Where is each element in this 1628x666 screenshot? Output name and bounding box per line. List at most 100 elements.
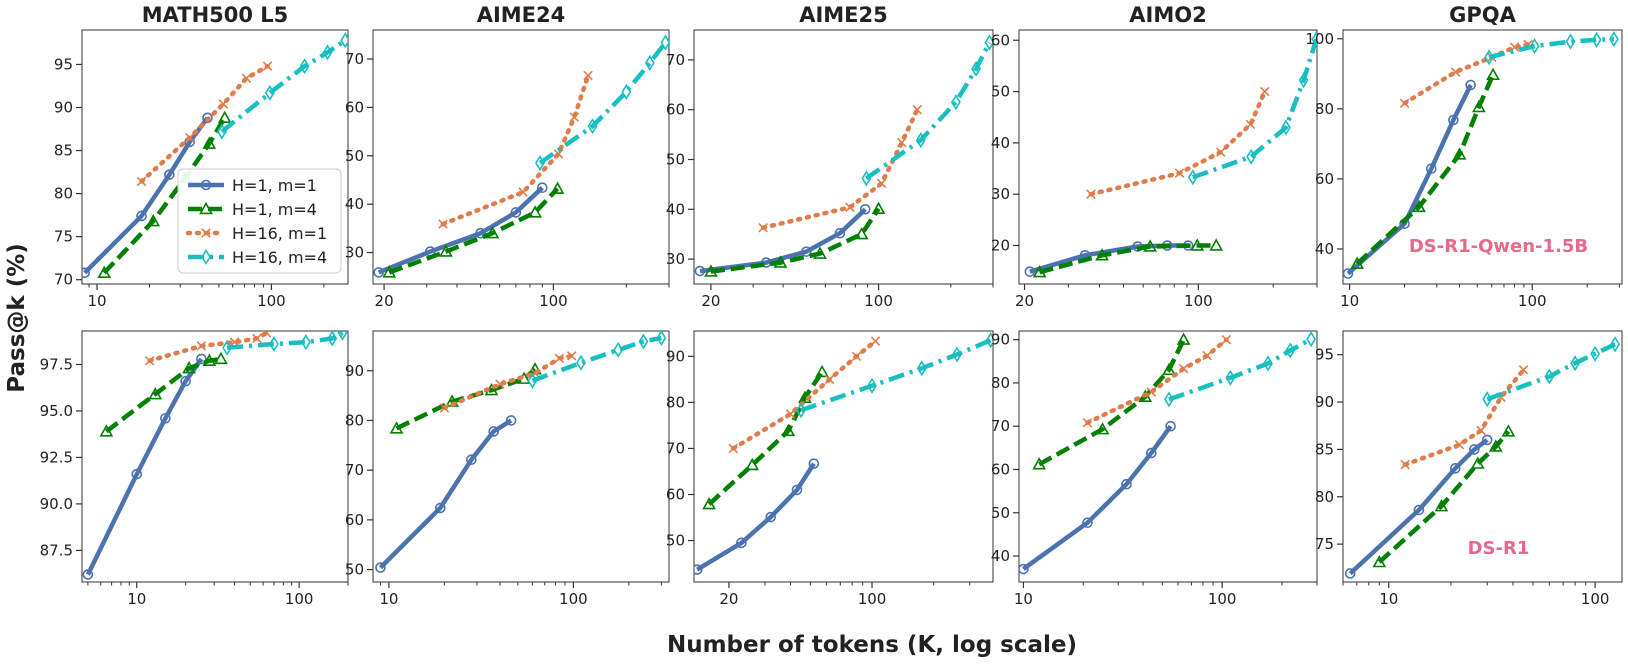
panel-aimo2-top: AIMO2 20 100 20 30 40 50 60 [991, 3, 1318, 310]
series-line-h-1-m-4 [1039, 243, 1217, 275]
data-point-h-1-m-4 [528, 205, 542, 218]
legend-marker-h-16-m-1 [201, 228, 211, 238]
y-tick-label: 40 [1315, 240, 1334, 258]
data-point-h-16-m-1 [851, 351, 862, 362]
data-point-h-16-m-1 [136, 176, 147, 187]
data-point-h-16-m-4 [1565, 33, 1576, 50]
data-point-h-1-m-4 [1176, 332, 1191, 345]
data-point-h-1-m-4 [1095, 248, 1109, 261]
data-point-h-1-m-4 [704, 264, 718, 277]
legend-label: H=16, m=1 [232, 224, 327, 243]
data-point-h-1-m-4 [1372, 554, 1387, 568]
series-h-1-m-1 [373, 182, 548, 278]
data-point-h-1-m-1 [136, 210, 147, 222]
data-point-h-16-m-4 [327, 331, 338, 347]
series-h-16-m-4 [222, 331, 348, 356]
data-point-h-1-m-4 [439, 244, 453, 257]
data-point-h-1-m-1 [475, 227, 486, 239]
y-tick-label: 60 [345, 511, 364, 529]
x-tick-label: 10 [127, 590, 146, 608]
data-point-h-16-m-4 [1164, 391, 1174, 408]
data-point-h-16-m-4 [340, 32, 348, 49]
data-point-h-16-m-4 [613, 341, 624, 358]
data-point-h-1-m-4 [1209, 238, 1224, 251]
x-tick-label: 10 [1340, 292, 1359, 310]
x-tick-label: 100 [257, 292, 286, 310]
data-point-h-1-m-4 [702, 497, 716, 510]
y-tick-label: 50 [345, 147, 364, 165]
series-line-h-1-m-1 [377, 186, 544, 275]
data-point-h-1-m-1 [1343, 268, 1354, 279]
data-point-h-1-m-4 [813, 246, 827, 259]
data-point-h-16-m-1 [252, 333, 262, 344]
data-point-h-1-m-4 [1162, 362, 1176, 376]
series-h-16-m-4 [1187, 31, 1317, 186]
data-point-h-1-m-4 [217, 110, 232, 124]
data-point-h-1-m-1 [1413, 504, 1425, 516]
data-point-h-1-m-1 [859, 203, 871, 215]
legend: H=1, m=1 H=1, m=4 H=16, m=1 H=16, m=4 [177, 168, 342, 274]
y-tick-label: 60 [666, 101, 685, 119]
y-tick-label: 90 [345, 362, 364, 380]
data-point-h-1-m-1 [1024, 266, 1036, 277]
legend-marker-h-1-m-4 [199, 201, 213, 215]
data-point-h-16-m-1 [1399, 98, 1410, 108]
y-tick-label: 95 [54, 55, 73, 73]
data-point-h-1-m-1 [834, 227, 846, 239]
series-line-h-1-m-4 [710, 207, 881, 274]
data-point-h-16-m-4 [1590, 345, 1601, 362]
data-point-h-16-m-4 [950, 94, 961, 111]
series-h-16-m-1 [728, 336, 881, 454]
data-point-h-1-m-1 [1165, 420, 1176, 432]
data-point-h-1-m-4 [214, 351, 228, 365]
data-point-h-1-m-4 [1032, 457, 1047, 470]
series-line-h-16-m-4 [800, 338, 992, 413]
panel-title: GPQA [1449, 3, 1516, 27]
data-point-h-16-m-1 [241, 73, 252, 83]
data-point-h-1-m-4 [745, 457, 760, 471]
series-h-16-m-4 [535, 34, 669, 172]
data-point-h-16-m-4 [656, 331, 667, 346]
data-point-h-16-m-4 [322, 44, 333, 61]
series-h-1-m-4 [1372, 424, 1516, 568]
series-h-1-m-4 [1350, 67, 1500, 269]
data-point-h-1-m-4 [97, 265, 112, 279]
series-h-16-m-4 [861, 34, 993, 187]
data-point-h-1-m-4 [1452, 147, 1467, 160]
data-point-h-16-m-4 [535, 155, 545, 172]
series-line-h-1-m-4 [388, 187, 560, 275]
y-tick-label: 50 [991, 83, 1010, 101]
data-point-h-1-m-4 [99, 424, 114, 437]
data-point-h-1-m-1 [1082, 517, 1093, 529]
series-h-1-m-1 [1019, 420, 1176, 575]
data-point-h-1-m-4 [1434, 499, 1449, 512]
legend-item-h-1-m-4: H=1, m=4 [188, 200, 317, 219]
y-tick-label: 70 [991, 417, 1010, 435]
data-point-h-16-m-1 [1260, 86, 1270, 97]
data-point-h-1-m-1 [1481, 434, 1493, 446]
x-tick-label: 20 [719, 590, 738, 608]
y-tick-label: 90 [991, 331, 1010, 349]
series-h-1-m-1 [1343, 79, 1476, 279]
data-point-h-16-m-4 [1280, 119, 1291, 136]
data-point-h-16-m-4 [638, 333, 649, 350]
plot-frame [693, 29, 994, 285]
data-point-h-1-m-4 [1032, 265, 1047, 278]
panel-aime25-top: AIME25 20 100 30 40 50 60 70 [666, 3, 994, 310]
plot-frame [372, 330, 670, 583]
x-tick-label: 100 [858, 590, 887, 608]
data-point-h-1-m-1 [537, 182, 548, 194]
data-point-h-16-m-4 [1311, 31, 1317, 48]
y-tick-label: 97.5 [40, 355, 73, 373]
legend-item-h-1-m-1: H=1, m=1 [188, 176, 317, 195]
y-tick-label: 80 [1315, 100, 1334, 118]
data-point-h-16-m-4 [971, 60, 982, 77]
data-point-h-16-m-1 [1174, 168, 1185, 178]
data-point-h-16-m-4 [952, 346, 962, 363]
y-tick-label: 75 [54, 228, 73, 246]
data-point-h-16-m-1 [1178, 363, 1189, 374]
series-h-1-m-1 [694, 458, 820, 575]
data-point-h-16-m-4 [1591, 31, 1602, 48]
y-tick-label: 80 [54, 185, 73, 203]
data-point-h-1-m-1 [808, 458, 820, 469]
